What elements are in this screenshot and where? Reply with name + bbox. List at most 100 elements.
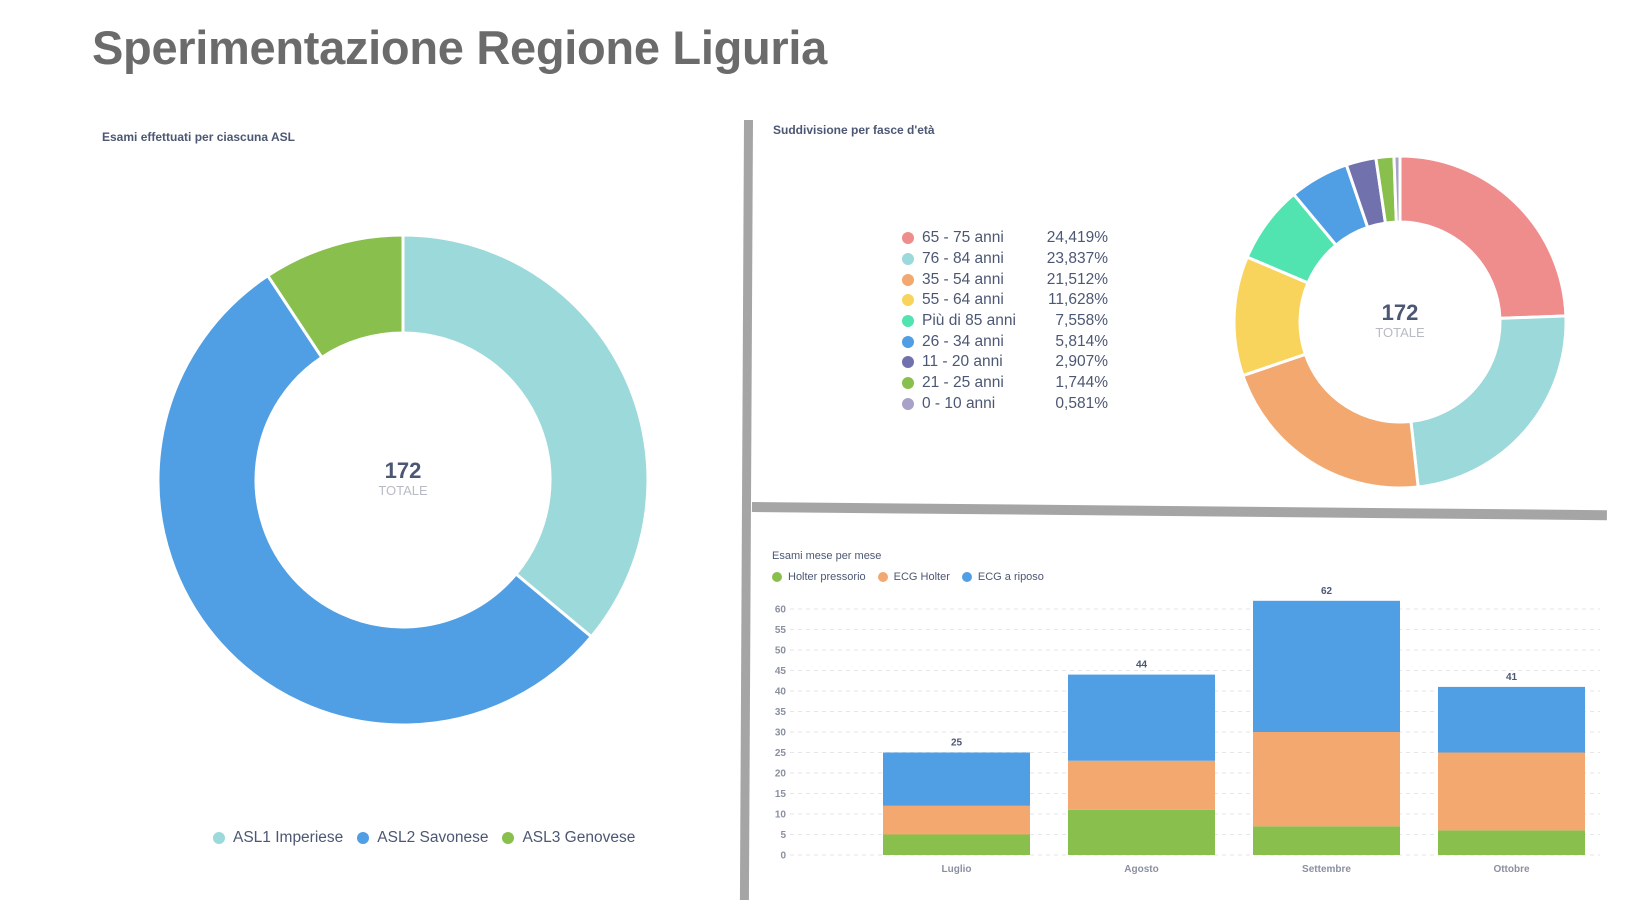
bar-segment[interactable]: [883, 805, 1030, 835]
y-tick-label: 30: [775, 728, 787, 739]
legend-dot-icon: [213, 832, 225, 844]
legend-label: 21 - 25 anni: [922, 374, 1004, 392]
monthly-legend-item[interactable]: ECG Holter: [877, 571, 950, 583]
donut-total-label: TOTALE: [1375, 325, 1425, 340]
legend-label: 0 - 10 anni: [922, 394, 996, 412]
donut-slice[interactable]: [1398, 154, 1568, 320]
legend-dot-icon: [902, 315, 914, 328]
age-legend: 65 - 75 anni 24,419% 76 - 84 anni 23,837% 35…: [902, 228, 1108, 414]
bar-segment[interactable]: [1253, 600, 1400, 732]
asl-legend-item[interactable]: ASL1 Imperiese: [213, 829, 343, 847]
bar-segment[interactable]: [883, 752, 1030, 806]
legend-label: 35 - 54 anni: [922, 270, 1004, 288]
legend-percentage: 11,628%: [1047, 291, 1108, 309]
legend-dot-icon: [902, 273, 914, 286]
donut-slice[interactable]: [401, 233, 650, 639]
page-title: Sperimentazione Regione Liguria: [92, 21, 827, 74]
y-tick-label: 25: [775, 748, 787, 759]
legend-dot-icon: [902, 377, 914, 390]
bar-total-label: 62: [1321, 586, 1333, 597]
y-tick-label: 10: [775, 810, 787, 821]
donut-total-label: TOTALE: [378, 483, 428, 498]
asl-legend-item[interactable]: ASL2 Savonese: [357, 829, 488, 847]
legend-label: Holter pressorio: [788, 571, 866, 583]
x-tick-label: Ottobre: [1493, 864, 1530, 875]
legend-label: 76 - 84 anni: [922, 250, 1004, 268]
y-tick-label: 60: [775, 605, 787, 616]
legend-label: ASL3 Genovese: [522, 829, 636, 846]
legend-percentage: 0,581%: [1055, 394, 1108, 412]
monthly-legend: Holter pressorio ECG Holter ECG a riposo: [772, 571, 1044, 583]
legend-label: Più di 85 anni: [922, 312, 1016, 330]
age-legend-item[interactable]: 55 - 64 anni 11,628%: [902, 290, 1108, 311]
asl-legend-item[interactable]: ASL3 Genovese: [502, 829, 635, 847]
y-tick-label: 35: [775, 707, 787, 718]
legend-dot-icon: [902, 253, 914, 266]
legend-percentage: 1,744%: [1055, 374, 1108, 392]
bar-total-label: 44: [1136, 660, 1148, 671]
donut-slice[interactable]: [1392, 154, 1402, 224]
x-tick-label: Settembre: [1302, 864, 1351, 875]
bar-segment[interactable]: [1438, 752, 1585, 831]
legend-percentage: 24,419%: [1046, 229, 1108, 247]
age-legend-item[interactable]: 0 - 10 anni 0,581%: [902, 394, 1108, 415]
x-tick-label: Agosto: [1124, 864, 1158, 875]
bar-segment[interactable]: [1438, 686, 1585, 753]
monthly-legend-item[interactable]: ECG a riposo: [961, 571, 1044, 583]
legend-label: ECG Holter: [893, 571, 950, 583]
legend-percentage: 5,814%: [1055, 332, 1108, 350]
age-legend-item[interactable]: 35 - 54 anni 21,512%: [902, 269, 1108, 290]
asl-chart-title: Esami effettuati per ciascuna ASL: [102, 130, 295, 144]
legend-dot-icon: [902, 397, 914, 410]
y-tick-label: 40: [775, 687, 787, 698]
legend-dot-icon: [902, 356, 914, 369]
y-tick-label: 55: [775, 625, 787, 636]
bar-segment[interactable]: [1068, 809, 1215, 855]
bar-total-label: 25: [951, 738, 963, 749]
legend-percentage: 21,512%: [1046, 270, 1108, 288]
y-tick-label: 15: [775, 789, 787, 800]
donut-slice[interactable]: [1409, 314, 1568, 489]
monthly-legend-item[interactable]: Holter pressorio: [772, 571, 866, 583]
bar-segment[interactable]: [1253, 826, 1400, 855]
bar-segment[interactable]: [883, 834, 1030, 856]
age-legend-item[interactable]: Più di 85 anni 7,558%: [902, 311, 1108, 332]
legend-dot-icon: [902, 294, 914, 307]
legend-dot-icon: [902, 232, 914, 245]
legend-percentage: 2,907%: [1055, 353, 1108, 371]
legend-dot-icon: [772, 572, 782, 582]
donut-slice[interactable]: [1240, 352, 1420, 490]
age-legend-item[interactable]: 65 - 75 anni 24,419%: [902, 228, 1108, 249]
legend-percentage: 7,558%: [1055, 312, 1108, 330]
bar-segment[interactable]: [1253, 732, 1400, 827]
legend-label: 55 - 64 anni: [922, 291, 1004, 309]
donut-total-value: 172: [385, 458, 422, 483]
legend-label: ASL1 Imperiese: [233, 829, 344, 846]
bar-segment[interactable]: [1068, 674, 1215, 761]
y-tick-label: 45: [775, 666, 787, 677]
age-legend-item[interactable]: 21 - 25 anni 1,744%: [902, 373, 1108, 394]
legend-label: ASL2 Savonese: [377, 829, 489, 846]
age-legend-item[interactable]: 11 - 20 anni 2,907%: [902, 352, 1108, 373]
monthly-bar-chart: 0 5 10 15 20 25 30 35 40 45 50 55 60 25 Luglio 44 Agosto…: [775, 586, 1600, 875]
donut-slice[interactable]: [156, 273, 594, 727]
y-tick-label: 50: [775, 646, 787, 657]
bar-total-label: 41: [1506, 672, 1518, 683]
y-tick-label: 5: [780, 830, 786, 841]
age-legend-item[interactable]: 76 - 84 anni 23,837%: [902, 249, 1108, 270]
age-legend-item[interactable]: 26 - 34 anni 5,814%: [902, 331, 1108, 352]
x-tick-label: Luglio: [942, 864, 972, 875]
bar-segment[interactable]: [1068, 760, 1215, 810]
legend-dot-icon: [357, 832, 370, 844]
y-tick-label: 20: [775, 769, 787, 780]
legend-label: 65 - 75 anni: [922, 229, 1004, 247]
bar-segment[interactable]: [1438, 830, 1585, 855]
age-chart-title: Suddivisione per fasce d'età: [773, 123, 935, 137]
donut-slice[interactable]: [265, 233, 405, 360]
legend-dot-icon: [502, 832, 515, 844]
legend-dot-icon: [961, 572, 972, 582]
asl-legend: ASL1 Imperiese ASL2 Savonese ASL3 Genovese: [213, 829, 635, 847]
